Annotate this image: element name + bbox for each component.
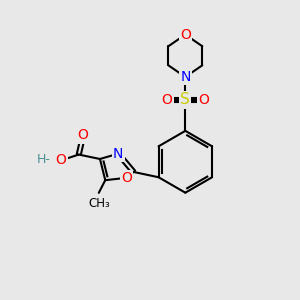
- Text: O: O: [56, 153, 67, 167]
- Text: O: O: [198, 93, 209, 107]
- Text: O: O: [78, 128, 88, 142]
- Text: N: N: [180, 70, 190, 84]
- Text: O: O: [162, 93, 172, 107]
- Text: CH₃: CH₃: [88, 197, 110, 210]
- Text: H-: H-: [36, 153, 50, 167]
- Text: S: S: [181, 92, 190, 107]
- Text: O: O: [121, 171, 132, 185]
- Text: O: O: [180, 28, 191, 42]
- Text: N: N: [113, 147, 123, 161]
